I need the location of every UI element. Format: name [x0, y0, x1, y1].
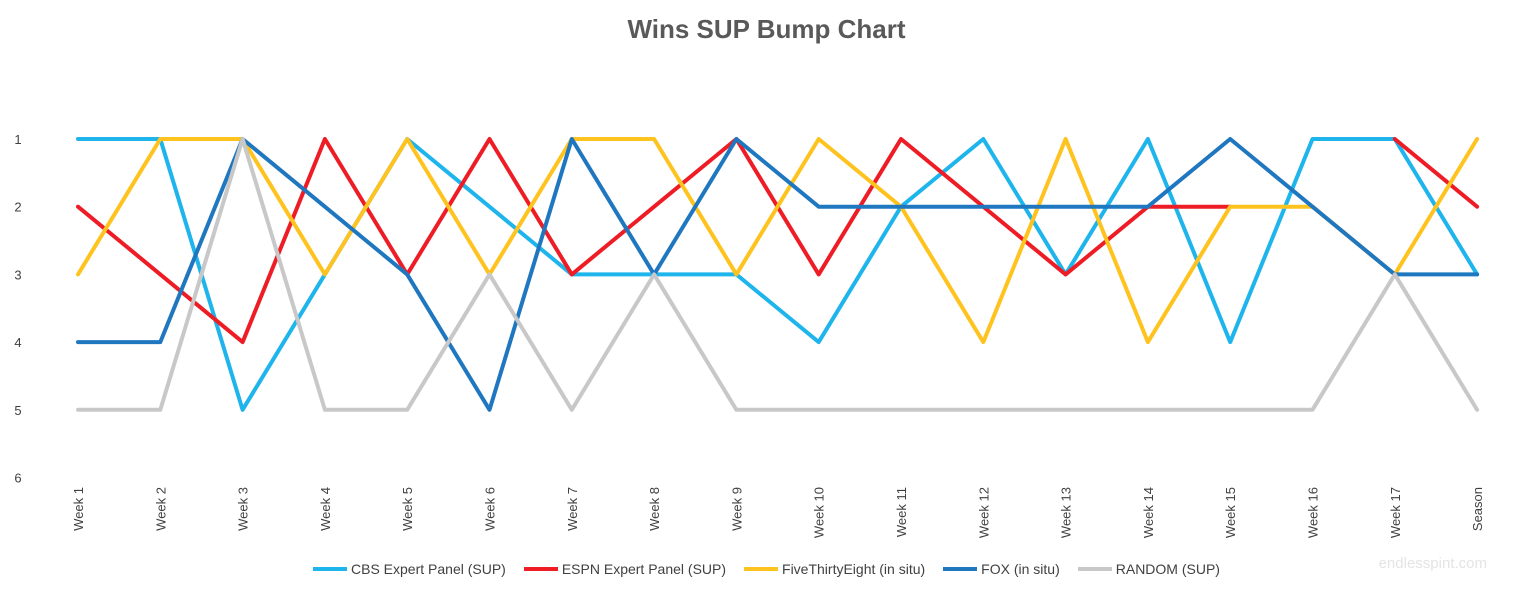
x-tick-label: Week 17: [1388, 487, 1403, 538]
series-line-4: [76, 137, 1480, 412]
legend-label: FOX (in situ): [981, 561, 1060, 577]
x-tick-label: Week 4: [318, 487, 333, 531]
series-line-1: [76, 137, 1480, 412]
y-tick-label: 6: [14, 471, 21, 486]
legend-item: CBS Expert Panel (SUP): [313, 561, 506, 577]
x-tick-label: Week 16: [1306, 487, 1321, 538]
x-axis: Week 1 Week 2 Week 3 Week 4 Week 5 Week 6 Week…: [71, 487, 1485, 538]
x-tick-label: Week 10: [812, 487, 827, 538]
y-tick-label: 5: [14, 403, 21, 418]
series-layer: [76, 137, 1480, 412]
series-line-2: [1392, 137, 1480, 209]
series-line-2: [76, 137, 1233, 345]
x-tick-label: Week 14: [1141, 487, 1156, 538]
x-tick-label: Week 11: [894, 487, 909, 537]
x-tick-label: Week 5: [400, 487, 415, 531]
y-tick-label: 4: [14, 335, 21, 350]
series-line-3: [76, 137, 1480, 345]
series-line-5: [76, 137, 1480, 412]
watermark: endlesspint.com: [1378, 555, 1487, 572]
legend-label: FiveThirtyEight (in situ): [782, 561, 926, 577]
legend-item: FOX (in situ): [943, 561, 1060, 577]
legend-label: RANDOM (SUP): [1115, 561, 1220, 577]
x-tick-label: Week 8: [647, 487, 662, 531]
x-tick-label: Season: [1470, 487, 1485, 531]
y-tick-label: 1: [14, 132, 21, 147]
y-tick-label: 2: [14, 200, 21, 215]
x-tick-label: Week 13: [1059, 487, 1074, 538]
y-axis: 1 2 3 4 5 6: [14, 132, 21, 486]
x-tick-label: Week 2: [153, 487, 168, 531]
x-tick-label: Week 7: [565, 487, 580, 531]
x-tick-label: Week 9: [729, 487, 744, 531]
legend-swatch: [313, 567, 347, 571]
x-tick-label: Week 1: [71, 487, 86, 531]
y-tick-label: 3: [14, 267, 21, 282]
legend-item: FiveThirtyEight (in situ): [744, 561, 925, 577]
legend-swatch: [744, 567, 779, 571]
legend-swatch: [523, 567, 558, 571]
legend-swatch: [943, 567, 978, 571]
legend-item: ESPN Expert Panel (SUP): [523, 561, 727, 577]
legend-swatch: [1077, 567, 1112, 571]
x-tick-label: Week 12: [976, 487, 991, 538]
legend-label: CBS Expert Panel (SUP): [351, 561, 506, 577]
chart-title: Wins SUP Bump Chart: [627, 14, 906, 44]
x-tick-label: Week 15: [1223, 487, 1238, 538]
legend: CBS Expert Panel (SUP) ESPN Expert Panel …: [0, 561, 1533, 577]
x-tick-label: Week 3: [236, 487, 251, 531]
legend-item: RANDOM (SUP): [1077, 561, 1220, 577]
legend-label: ESPN Expert Panel (SUP): [561, 561, 727, 577]
x-tick-label: Week 6: [483, 487, 498, 531]
